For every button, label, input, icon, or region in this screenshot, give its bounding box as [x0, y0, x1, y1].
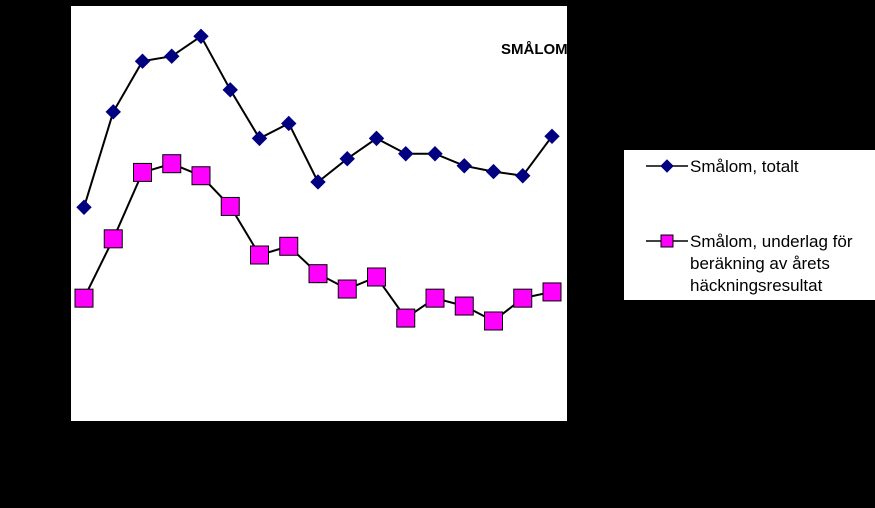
series-2-point-17 [542, 282, 562, 302]
series-2-point-11 [367, 267, 386, 287]
series-1-point-1 [76, 199, 92, 215]
series-1-point-6 [222, 82, 238, 98]
legend-swatch-diamond [646, 159, 688, 173]
legend: Smålom, totalt Smålom, underlag för berä… [624, 150, 875, 300]
series-2-point-2 [103, 229, 123, 249]
series-1-point-5 [193, 28, 209, 45]
series-1-point-15 [485, 163, 502, 180]
series-2-point-4 [162, 154, 182, 174]
series-1-point-3 [134, 53, 151, 69]
chart-svg [74, 28, 562, 331]
series-2-point-13 [425, 288, 445, 308]
series-2-point-7 [250, 245, 269, 265]
legend-label-series-1: Smålom, totalt [690, 157, 799, 176]
series-1-point-11 [368, 130, 385, 147]
series-2-point-3 [133, 162, 152, 182]
series-2-point-12 [396, 308, 416, 328]
series-2-point-1 [74, 288, 94, 308]
series-2-point-16 [513, 288, 533, 308]
legend-swatch-square [646, 234, 688, 248]
series-1-point-7 [251, 130, 268, 147]
series-1-point-4 [164, 48, 180, 64]
series-1-point-9 [310, 174, 326, 190]
series-2-point-5 [191, 166, 211, 186]
series-1-point-17 [544, 128, 560, 145]
series-1-point-10 [339, 151, 355, 167]
legend-label-series-2: Smålom, underlag för beräkning av årets … [690, 232, 853, 295]
series-2-point-10 [337, 279, 357, 299]
chart-title: SMÅLOM [501, 41, 568, 58]
series-1-point-14 [456, 158, 472, 174]
series-2-point-6 [220, 196, 240, 216]
series-1-point-16 [515, 168, 531, 184]
series-2-point-14 [454, 296, 474, 316]
series-2-point-9 [308, 264, 328, 284]
plot-area: SMÅLOM [71, 6, 568, 421]
series-1-point-2 [105, 104, 121, 120]
series-1-point-12 [398, 146, 414, 162]
series-2-point-15 [484, 311, 503, 331]
series-1-point-8 [281, 115, 297, 132]
series-1-point-13 [427, 146, 443, 162]
series-2-point-8 [279, 236, 299, 256]
